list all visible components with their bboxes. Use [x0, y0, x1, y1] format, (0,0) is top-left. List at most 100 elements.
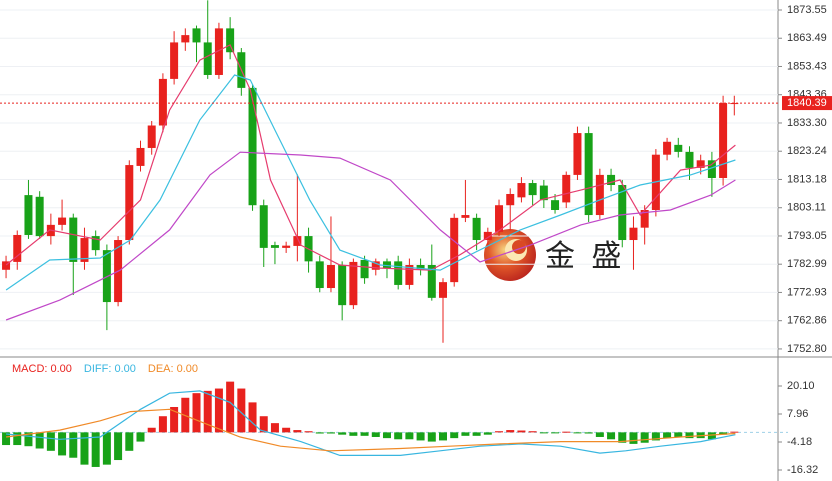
- macd-bar: [651, 432, 660, 441]
- y-tick-label: 1853.43: [787, 60, 827, 72]
- macd-bar: [226, 381, 235, 433]
- y-tick-label: 1772.93: [787, 286, 827, 298]
- candle-body: [562, 174, 571, 203]
- candle-body: [528, 183, 537, 196]
- candle-body: [2, 261, 11, 270]
- macd-bar: [551, 432, 560, 434]
- candle-body: [371, 261, 380, 270]
- watermark-text: 金 盛: [545, 240, 625, 273]
- macd-bar: [427, 432, 436, 442]
- candle-body: [405, 265, 414, 285]
- candle-body: [640, 209, 649, 228]
- macd-bar: [2, 432, 11, 446]
- macd-line: [6, 408, 736, 452]
- macd-bar: [24, 432, 33, 447]
- macd-bar: [618, 432, 627, 443]
- macd-bar: [214, 388, 223, 433]
- y-tick-label: 1803.11: [787, 202, 826, 214]
- candle-body: [360, 259, 369, 279]
- macd-bar: [102, 432, 111, 465]
- candle-body: [35, 196, 44, 237]
- y-tick-label: 1873.55: [787, 4, 827, 16]
- candle-body: [663, 141, 672, 155]
- moving-average-line: [5, 74, 736, 291]
- macd-bar: [203, 390, 212, 433]
- candle-body: [394, 261, 403, 285]
- y-tick-label: 1793.05: [787, 230, 827, 242]
- candle-body: [595, 174, 604, 216]
- macd-bar: [450, 432, 459, 439]
- candle-body: [338, 265, 347, 306]
- candle-body: [584, 133, 593, 216]
- macd-bar: [136, 432, 145, 442]
- moving-average-line: [5, 44, 736, 271]
- macd-bar: [719, 432, 728, 435]
- candle-body: [730, 103, 739, 105]
- candle-body: [214, 28, 223, 75]
- macd-bar: [360, 432, 369, 436]
- y-tick-label: 1813.18: [787, 173, 827, 185]
- candle-body: [382, 261, 391, 269]
- last-price-label: 1840.39: [787, 97, 827, 109]
- macd-bar: [125, 432, 134, 451]
- macd-bar: [629, 432, 638, 444]
- macd-bar: [158, 416, 167, 433]
- candle-body: [707, 160, 716, 178]
- macd-bar: [405, 432, 414, 440]
- candle-body: [170, 42, 179, 79]
- macd-bar: [13, 432, 22, 446]
- candle-body: [450, 217, 459, 283]
- candle-body: [181, 35, 190, 43]
- macd-bar: [315, 432, 324, 434]
- macd-line: [6, 390, 736, 456]
- candle-body: [506, 193, 515, 206]
- candle-body: [192, 28, 201, 43]
- macd-bar: [46, 432, 55, 451]
- candle-body: [58, 217, 67, 225]
- candle-body: [203, 42, 212, 75]
- candle-body: [483, 231, 492, 241]
- macd-bar: [237, 388, 246, 433]
- macd-bar: [707, 432, 716, 440]
- candle-body: [248, 87, 257, 206]
- macd-bar: [663, 432, 672, 439]
- macd-bar: [114, 432, 123, 461]
- candle-body: [147, 125, 156, 148]
- y-tick-label: -4.18: [787, 436, 812, 448]
- macd-bar: [349, 432, 358, 436]
- legend-entry: MACD: 0.00: [12, 363, 72, 375]
- candle-body: [427, 265, 436, 298]
- macd-bar: [461, 432, 470, 436]
- macd-bar: [91, 432, 100, 467]
- candle-body: [685, 151, 694, 168]
- macd-bar: [416, 432, 425, 441]
- macd-bar: [338, 432, 347, 435]
- macd-bar: [640, 432, 649, 443]
- macd-bar: [595, 432, 604, 437]
- macd-bar: [573, 432, 582, 434]
- y-tick-label: 1752.80: [787, 343, 827, 355]
- macd-bar: [170, 406, 179, 433]
- candle-body: [517, 183, 526, 198]
- y-tick-label: 1762.86: [787, 315, 827, 327]
- candle-body: [282, 245, 291, 248]
- candle-body: [293, 236, 302, 246]
- macd-bar: [304, 431, 313, 433]
- macd-bar: [483, 432, 492, 435]
- candle-body: [416, 265, 425, 270]
- legend-entry: DIFF: 0.00: [84, 363, 136, 375]
- candle-body: [495, 205, 504, 232]
- macd-bar: [282, 427, 291, 433]
- candle-body: [539, 185, 548, 201]
- candle-body: [158, 78, 167, 126]
- macd-bar: [730, 431, 739, 433]
- candle-body: [629, 227, 638, 241]
- moving-average-line: [5, 151, 736, 321]
- candle-body: [136, 147, 145, 166]
- candle-body: [226, 28, 235, 53]
- candle-body: [618, 185, 627, 241]
- macd-bar: [539, 432, 548, 434]
- macd-bar: [517, 430, 526, 433]
- candle-body: [315, 261, 324, 289]
